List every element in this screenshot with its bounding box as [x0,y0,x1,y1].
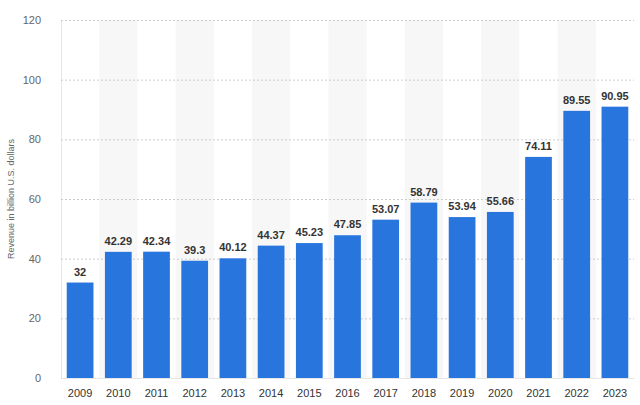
x-tick: 2011 [145,378,169,399]
y-tick-label: 40 [29,253,41,265]
y-tick-label: 20 [29,312,41,324]
x-tick: 2012 [182,378,206,399]
data-label: 55.66 [487,195,515,207]
data-label: 39.3 [184,244,205,256]
x-tick-label: 2011 [145,387,169,399]
x-tick: 2021 [526,378,550,399]
x-tick: 2023 [603,378,627,399]
data-label: 45.23 [296,226,324,238]
data-label: 42.29 [105,235,133,247]
y-axis: 0 20 40 60 80 100 120 [23,14,634,384]
data-label: 47.85 [334,218,362,230]
x-tick-label: 2010 [106,387,130,399]
x-tick: 2022 [564,378,588,399]
data-labels: 32 42.29 42.34 39.3 40.12 44.37 45.23 47.85 53.0… [74,90,629,278]
column-band [481,20,519,378]
bar [525,157,552,378]
bar [372,220,399,378]
y-tick-label: 80 [29,133,41,145]
x-tick-label: 2018 [412,387,436,399]
bar [258,246,285,378]
bar [602,107,629,378]
bar [487,212,514,378]
bar [449,217,476,378]
y-tick-label: 120 [23,14,41,26]
x-tick: 2019 [450,378,474,399]
column-band [558,20,596,378]
x-tick: 2013 [221,378,245,399]
x-axis: 2009 2010 2011 2012 2013 2014 2015 2016 2017 2018… [62,378,635,399]
bar [411,203,438,378]
y-tick-label: 100 [23,74,41,86]
grid-line [61,20,634,21]
x-tick-label: 2021 [526,387,550,399]
data-label: 53.94 [448,200,476,212]
bar [563,111,590,378]
x-tick-label: 2012 [182,387,206,399]
x-tick-label: 2016 [335,387,359,399]
x-tick-label: 2022 [564,387,588,399]
x-tick: 2018 [412,378,436,399]
x-tick: 2016 [335,378,359,399]
data-label: 58.79 [410,186,438,198]
bar [334,235,361,378]
data-label: 40.12 [219,241,247,253]
y-axis-title: Revenue in billion U.S. dollars [6,138,16,259]
data-label: 53.07 [372,203,400,215]
x-tick-label: 2019 [450,387,474,399]
x-tick-label: 2013 [221,387,245,399]
x-tick: 2017 [373,378,397,399]
x-tick: 2020 [488,378,512,399]
x-tick-label: 2023 [603,387,627,399]
x-tick-label: 2017 [373,387,397,399]
data-label: 32 [74,266,86,278]
grid-line [61,378,634,379]
data-label: 44.37 [257,229,285,241]
x-tick-label: 2009 [68,387,92,399]
bar [220,258,247,378]
y-tick-label: 60 [29,193,41,205]
bars [67,107,629,378]
data-label: 74.11 [525,140,552,152]
bar [181,261,208,378]
x-tick-label: 2020 [488,387,512,399]
bar [143,252,170,378]
y-tick-label: 0 [35,372,41,384]
x-tick: 2010 [106,378,130,399]
x-tick-label: 2014 [259,387,283,399]
grid-line [61,80,634,81]
x-tick: 2009 [68,378,92,399]
data-label: 89.55 [563,94,591,106]
bar [105,252,132,378]
chart: 0204060801001202009201020112012201320142… [0,0,640,405]
axis-line [62,378,635,379]
bar [67,283,94,378]
data-label: 42.34 [143,235,171,247]
x-tick-label: 2015 [297,387,321,399]
x-tick: 2015 [297,378,321,399]
data-label: 90.95 [601,90,629,102]
plot: 0204060801001202009201020112012201320142… [23,14,635,399]
bar [296,243,323,378]
y-tick: 100 [23,74,634,86]
x-tick: 2014 [259,378,283,399]
y-tick: 120 [23,14,634,26]
